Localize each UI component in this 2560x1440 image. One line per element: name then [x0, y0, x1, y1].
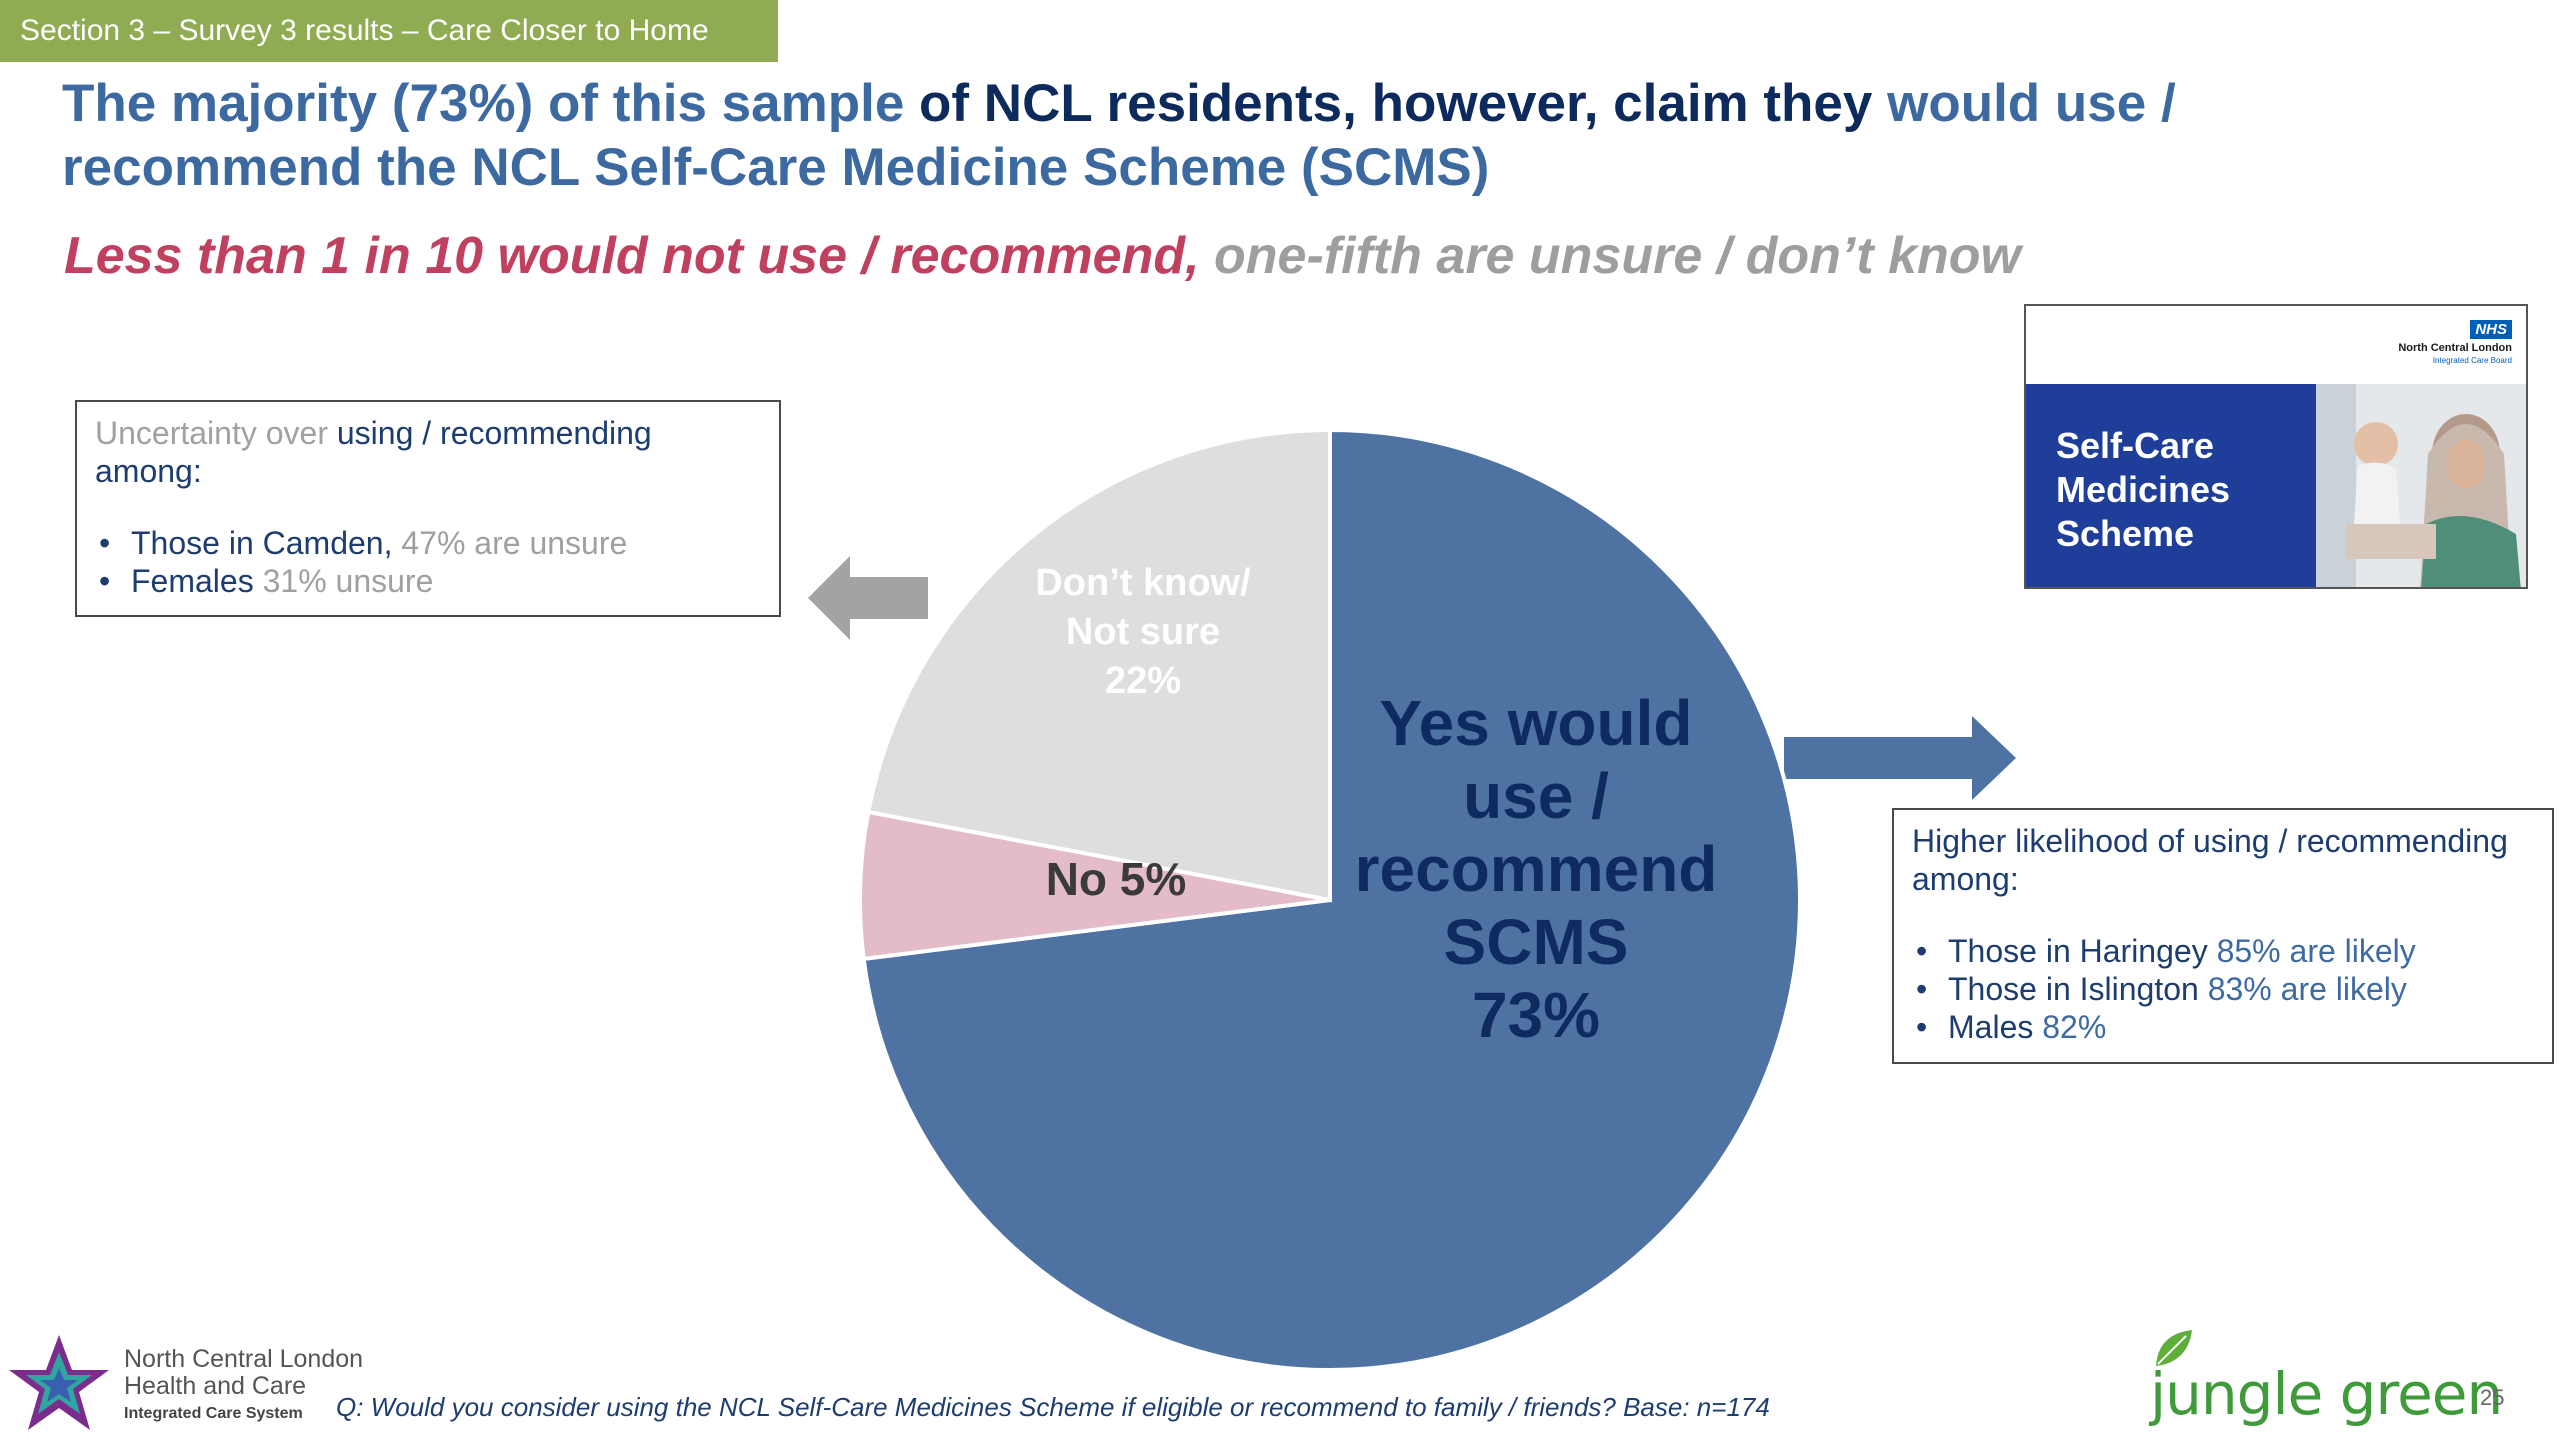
pie-label-line: No 5% [1046, 853, 1187, 905]
leaf-icon [2156, 1330, 2192, 1366]
pie-label-line: recommend [1355, 833, 1718, 905]
pie-label-line: Not sure [1066, 611, 1220, 653]
item-text: Those in Haringey [1948, 933, 2217, 969]
pie-slice-label-0: Yes would use / recommend SCMS 73% [1355, 687, 1718, 1051]
pie-label-line: 73% [1472, 979, 1600, 1051]
headline-part-3: would use / recommend the NCL Self-Care … [62, 74, 2176, 197]
pie-slice-label-2: Don’t know/Not sure 22% [1035, 562, 1251, 702]
nhs-org-subtitle: Integrated Care Board [2432, 356, 2512, 365]
pie-label-line: Yes would [1380, 687, 1693, 759]
jungle-green-logo: jungle green [2150, 1360, 2503, 1428]
likelihood-callout-box: Higher likelihood of using / recommendin… [1892, 808, 2554, 1064]
item-text: Males [1948, 1009, 2043, 1045]
nhs-org-name: North Central London [2398, 342, 2512, 354]
right-arrow-icon [1784, 716, 2016, 800]
uncertainty-list: Those in Camden, 47% are unsure Females … [95, 524, 761, 600]
mother-child-photo [2316, 384, 2526, 587]
pie-label-line: SCMS [1444, 906, 1629, 978]
ncl-logo-text: North Central London Health and Care Int… [124, 1346, 363, 1427]
item-value: 85% are likely [2216, 933, 2416, 969]
leaflet-band: Self-Care Medicines Scheme [2026, 384, 2526, 587]
scheme-leaflet-image: NHS North Central London Integrated Care… [2024, 304, 2528, 589]
leaflet-header: NHS North Central London Integrated Care… [2026, 306, 2526, 384]
likelihood-intro: Higher likelihood of using / recommendin… [1912, 823, 2508, 897]
item-value: 47% are unsure [401, 525, 628, 561]
pie-slice-1 [858, 809, 1331, 962]
likelihood-list: Those in Haringey 85% are likely Those i… [1912, 932, 2534, 1046]
item-text: Those in Islington [1948, 971, 2208, 1007]
survey-question: Q: Would you consider using the NCL Self… [336, 1392, 1770, 1422]
subtitle-grey-text: one-fifth are unsure / don’t know [1199, 227, 2021, 285]
pie-label-line: 22% [1105, 660, 1181, 702]
item-text: Females [131, 563, 263, 599]
pie-label-line: use / [1463, 760, 1609, 832]
list-item: Those in Islington 83% are likely [1912, 970, 2534, 1008]
pie-slice-label-1: No 5% [1046, 853, 1187, 905]
item-value: 31% unsure [262, 563, 434, 599]
list-item: Males 82% [1912, 1008, 2534, 1046]
ncl-line-2: Health and Care [124, 1372, 307, 1400]
nhs-logo: NHS [2470, 320, 2512, 339]
section-tag: Section 3 – Survey 3 results – Care Clos… [0, 0, 778, 62]
page-number: 25 [2480, 1385, 2505, 1410]
pie-label-line: Don’t know/ [1035, 562, 1251, 604]
ncl-line-3: Integrated Care System [124, 1405, 303, 1422]
list-item: Those in Haringey 85% are likely [1912, 932, 2534, 970]
intro-grey-text: Uncertainty over [95, 415, 337, 451]
uncertainty-callout-box: Uncertainty over using / recommending am… [75, 400, 781, 617]
intro-dark-text: using / recommending among: [95, 415, 652, 489]
ncl-line-1: North Central London [124, 1345, 364, 1373]
item-text: Those in Camden, [131, 525, 402, 561]
item-value: 82% [2042, 1009, 2107, 1045]
subtitle-red-text: Less than 1 in 10 would not use / recomm… [64, 227, 1200, 285]
list-item: Those in Camden, 47% are unsure [95, 524, 761, 562]
left-arrow-icon [808, 556, 928, 640]
page-subtitle: Less than 1 in 10 would not use / recomm… [64, 220, 2264, 292]
page-title: The majority (73%) of this sample of NCL… [62, 72, 2262, 200]
leaflet-title: Self-Care Medicines Scheme [2056, 425, 2231, 554]
ncl-star-logo-icon [9, 1335, 109, 1430]
uncertainty-intro: Uncertainty over using / recommending am… [95, 414, 761, 490]
item-value: 83% are likely [2207, 971, 2407, 1007]
pie-slice-2 [865, 427, 1332, 903]
headline-part-2: of NCL residents, however, claim they [919, 74, 1888, 133]
list-item: Females 31% unsure [95, 562, 761, 600]
headline-part-1: The majority (73%) of this sample [62, 74, 920, 133]
